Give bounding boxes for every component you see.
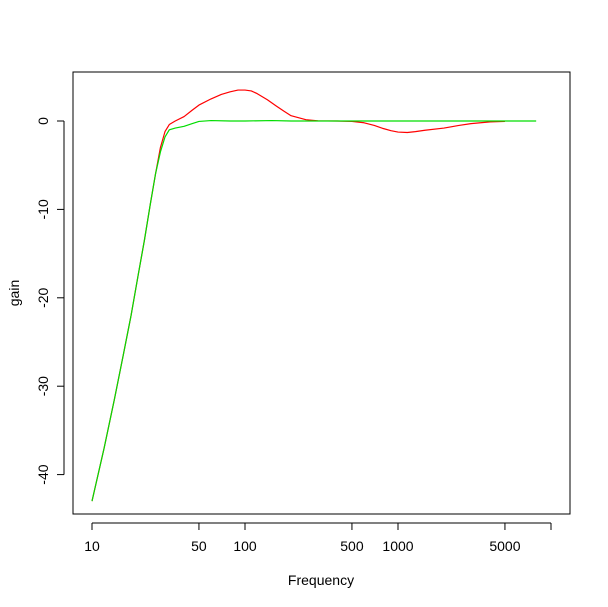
x-axis-title: Frequency xyxy=(288,572,354,588)
x-tick-label: 500 xyxy=(340,538,364,554)
x-tick-label: 50 xyxy=(191,538,207,554)
y-tick-label: -40 xyxy=(35,464,51,484)
y-tick-label: -20 xyxy=(35,287,51,307)
y-axis-title: gain xyxy=(6,280,22,306)
x-tick-label: 100 xyxy=(233,538,257,554)
x-tick-label: 1000 xyxy=(382,538,413,554)
y-tick-label: -30 xyxy=(35,376,51,396)
x-tick-label: 5000 xyxy=(489,538,520,554)
series-layer xyxy=(91,89,537,502)
series-line-2 xyxy=(91,119,537,502)
plot-frame xyxy=(72,71,571,515)
series-line-1 xyxy=(91,89,505,502)
y-tick-label: 0 xyxy=(35,117,51,125)
y-tick-label: -10 xyxy=(35,199,51,219)
x-tick-label: 10 xyxy=(84,538,100,554)
x-axis: 10 50 100 500 1000 5000 xyxy=(84,522,552,554)
y-axis: 0 -10 -20 -30 -40 xyxy=(35,117,65,485)
